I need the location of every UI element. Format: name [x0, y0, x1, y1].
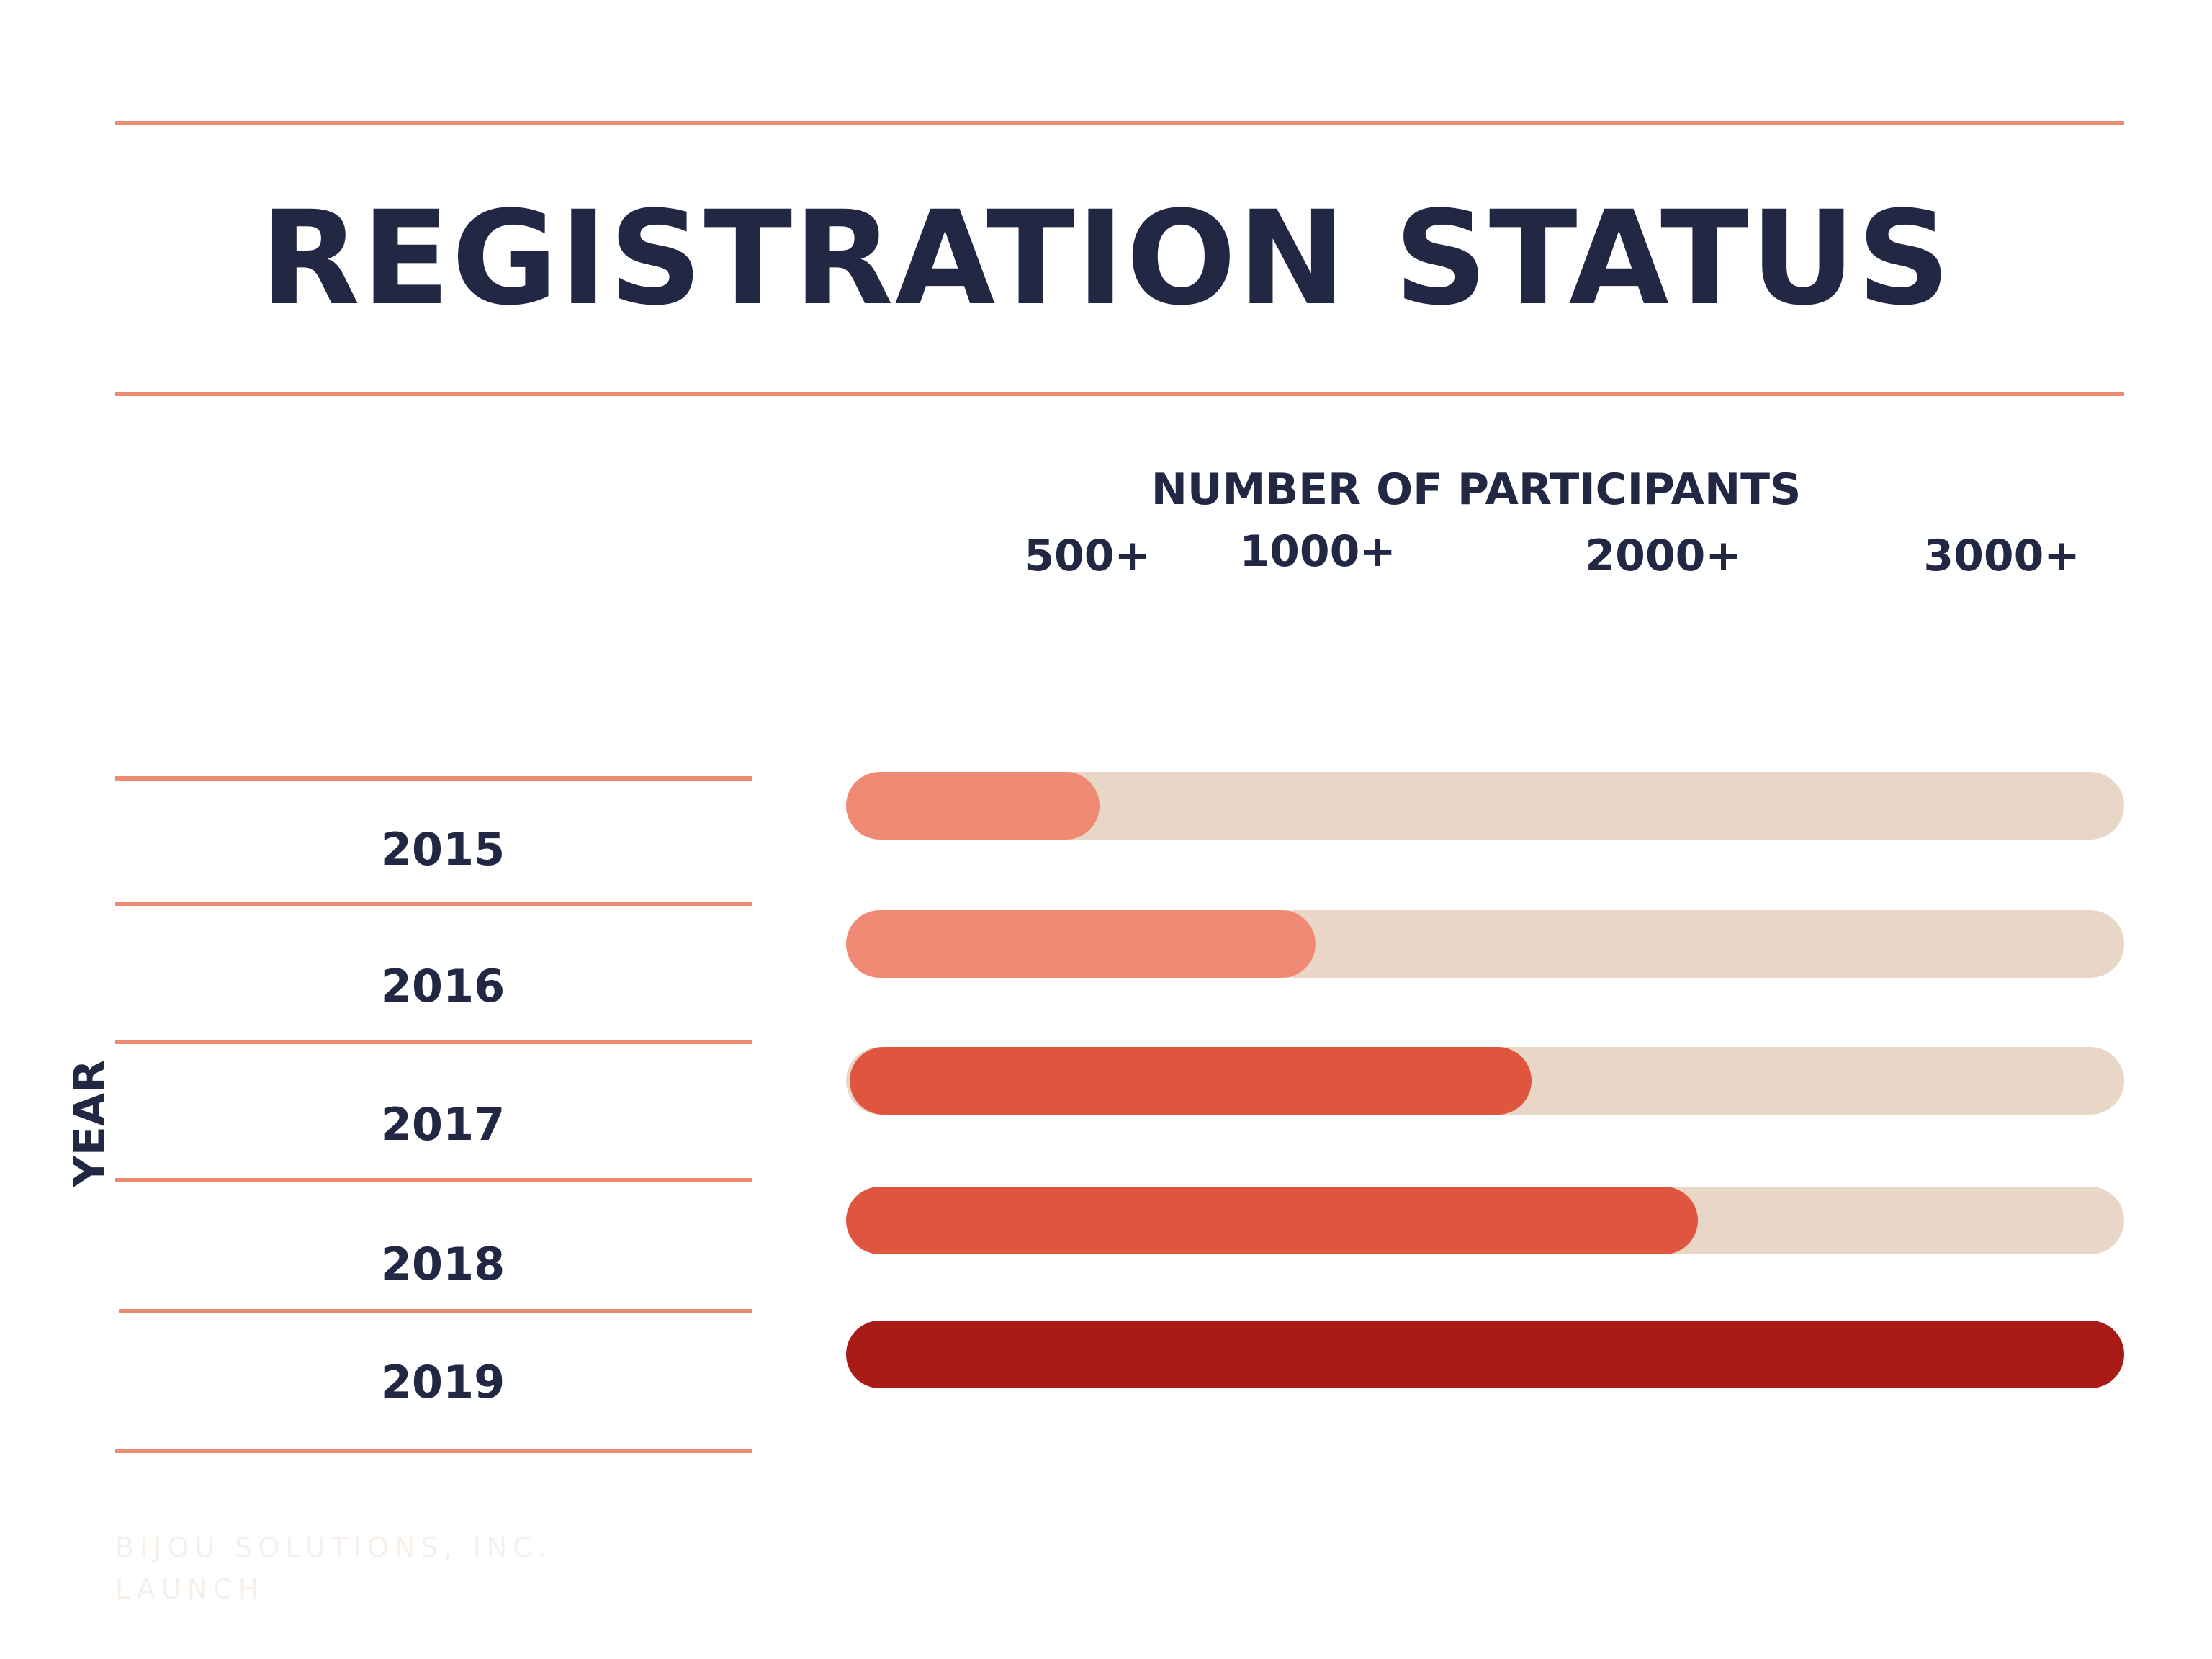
bar: [846, 910, 1316, 978]
x-tick-label: 1000+: [1239, 526, 1396, 577]
bar-track: [846, 772, 2124, 840]
y-axis-title: YEAR: [65, 1059, 115, 1187]
bar-track: [846, 1187, 2124, 1254]
bar: [846, 1321, 2124, 1388]
category-label: 2018: [380, 1238, 505, 1290]
bar: [850, 1047, 1532, 1115]
bar-track: [846, 910, 2124, 978]
x-tick-label: 500+: [1024, 531, 1151, 581]
title-bottom-rule: [115, 392, 2124, 396]
x-axis-title: NUMBER OF PARTICIPANTS: [1151, 464, 1802, 515]
year-row-rule: [115, 1449, 752, 1453]
footer: BIJOU SOLUTIONS, INC. LAUNCH: [115, 1527, 552, 1610]
year-row-rule: [115, 1040, 752, 1044]
year-row-rule: [119, 1309, 752, 1313]
x-tick-label: 2000+: [1585, 531, 1742, 581]
category-label: 2016: [380, 960, 505, 1012]
year-row-rule: [115, 776, 752, 781]
category-label: 2019: [380, 1356, 505, 1408]
bar-track: [846, 1321, 2124, 1388]
bar: [846, 772, 1100, 840]
chart-title: REGISTRATION STATUS: [260, 184, 1952, 334]
bar: [846, 1187, 1698, 1254]
bar-track: [846, 1047, 2124, 1115]
year-row-rule: [115, 902, 752, 906]
year-row-rule: [115, 1178, 752, 1182]
footer-subtitle: LAUNCH: [115, 1573, 265, 1605]
category-label: 2015: [380, 823, 505, 876]
category-label: 2017: [380, 1098, 505, 1151]
footer-company: BIJOU SOLUTIONS, INC.: [115, 1532, 552, 1563]
title-top-rule: [115, 121, 2124, 125]
x-tick-label: 3000+: [1923, 531, 2080, 581]
